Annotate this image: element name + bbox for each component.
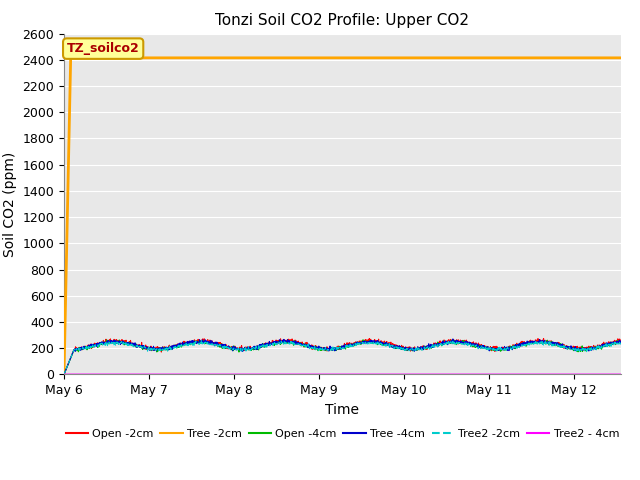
X-axis label: Time: Time	[325, 403, 360, 417]
Y-axis label: Soil CO2 (ppm): Soil CO2 (ppm)	[3, 151, 17, 257]
Title: Tonzi Soil CO2 Profile: Upper CO2: Tonzi Soil CO2 Profile: Upper CO2	[216, 13, 469, 28]
Legend: Open -2cm, Tree -2cm, Open -4cm, Tree -4cm, Tree2 -2cm, Tree2 - 4cm: Open -2cm, Tree -2cm, Open -4cm, Tree -4…	[61, 424, 623, 443]
Text: TZ_soilco2: TZ_soilco2	[67, 42, 140, 55]
